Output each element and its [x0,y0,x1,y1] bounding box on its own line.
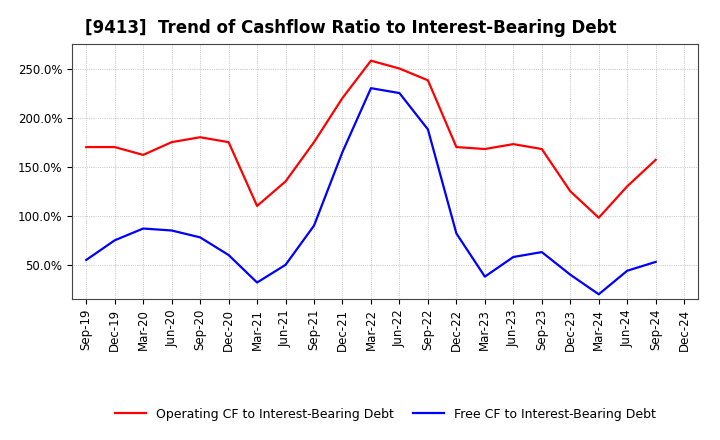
Operating CF to Interest-Bearing Debt [566,189,575,194]
Text: [9413]  Trend of Cashflow Ratio to Interest-Bearing Debt: [9413] Trend of Cashflow Ratio to Intere… [84,19,616,37]
Operating CF to Interest-Bearing Debt [423,78,432,83]
Free CF to Interest-Bearing Debt [395,91,404,96]
Free CF to Interest-Bearing Debt [338,149,347,154]
Free CF to Interest-Bearing Debt [110,238,119,243]
Free CF to Interest-Bearing Debt [310,223,318,228]
Operating CF to Interest-Bearing Debt [196,135,204,140]
Operating CF to Interest-Bearing Debt [310,139,318,145]
Operating CF to Interest-Bearing Debt [139,152,148,158]
Operating CF to Interest-Bearing Debt [452,144,461,150]
Free CF to Interest-Bearing Debt [537,249,546,255]
Free CF to Interest-Bearing Debt [366,85,375,91]
Free CF to Interest-Bearing Debt [82,257,91,263]
Operating CF to Interest-Bearing Debt [167,139,176,145]
Operating CF to Interest-Bearing Debt [537,147,546,152]
Free CF to Interest-Bearing Debt [196,235,204,240]
Operating CF to Interest-Bearing Debt [225,139,233,145]
Free CF to Interest-Bearing Debt [282,262,290,268]
Legend: Operating CF to Interest-Bearing Debt, Free CF to Interest-Bearing Debt: Operating CF to Interest-Bearing Debt, F… [109,403,661,425]
Free CF to Interest-Bearing Debt [139,226,148,231]
Free CF to Interest-Bearing Debt [253,280,261,285]
Free CF to Interest-Bearing Debt [423,127,432,132]
Line: Operating CF to Interest-Bearing Debt: Operating CF to Interest-Bearing Debt [86,61,656,218]
Free CF to Interest-Bearing Debt [509,254,518,260]
Operating CF to Interest-Bearing Debt [338,95,347,101]
Operating CF to Interest-Bearing Debt [480,147,489,152]
Operating CF to Interest-Bearing Debt [366,58,375,63]
Free CF to Interest-Bearing Debt [480,274,489,279]
Operating CF to Interest-Bearing Debt [623,183,631,189]
Operating CF to Interest-Bearing Debt [110,144,119,150]
Operating CF to Interest-Bearing Debt [282,179,290,184]
Operating CF to Interest-Bearing Debt [652,157,660,162]
Line: Free CF to Interest-Bearing Debt: Free CF to Interest-Bearing Debt [86,88,656,294]
Operating CF to Interest-Bearing Debt [253,203,261,209]
Free CF to Interest-Bearing Debt [167,228,176,233]
Free CF to Interest-Bearing Debt [652,259,660,264]
Operating CF to Interest-Bearing Debt [595,215,603,220]
Operating CF to Interest-Bearing Debt [509,142,518,147]
Free CF to Interest-Bearing Debt [452,231,461,236]
Free CF to Interest-Bearing Debt [566,272,575,277]
Operating CF to Interest-Bearing Debt [82,144,91,150]
Free CF to Interest-Bearing Debt [623,268,631,273]
Free CF to Interest-Bearing Debt [225,253,233,258]
Free CF to Interest-Bearing Debt [595,292,603,297]
Operating CF to Interest-Bearing Debt [395,66,404,71]
